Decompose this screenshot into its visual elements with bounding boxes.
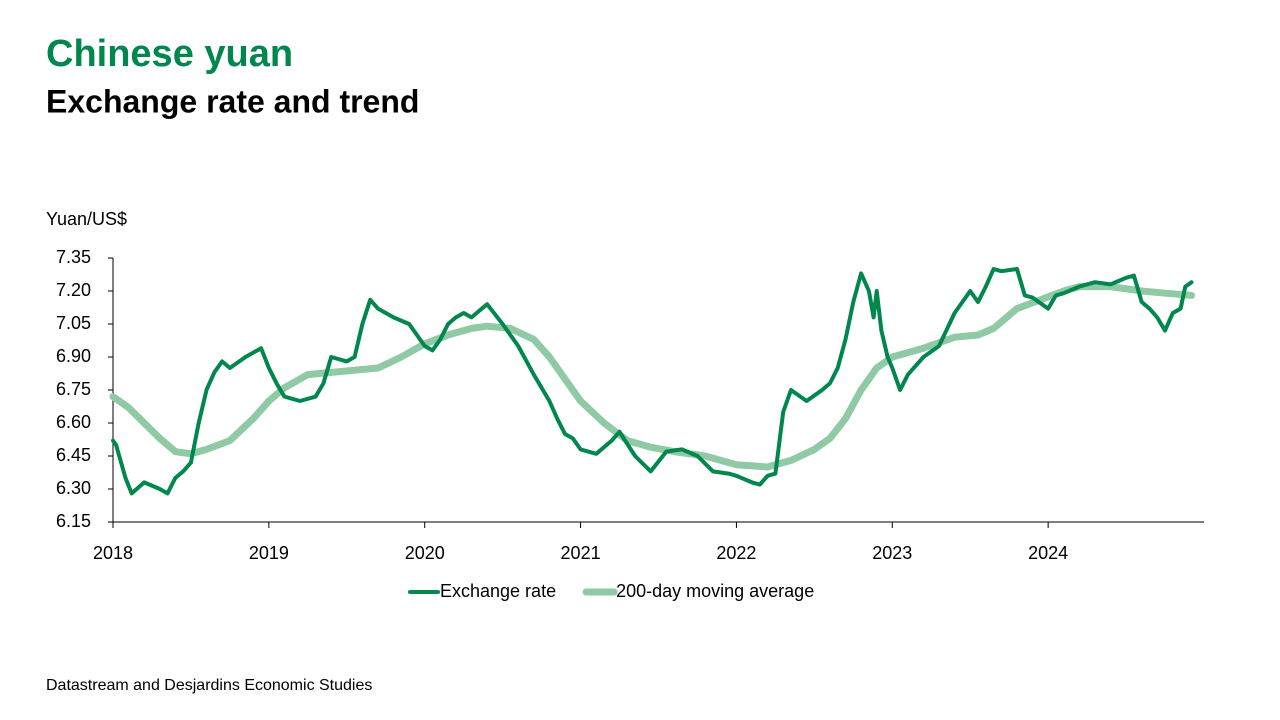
x-tick-label: 2023 [872, 543, 912, 563]
y-tick-label: 6.90 [56, 346, 91, 366]
chart-subtitle: Exchange rate and trend [46, 83, 419, 119]
x-tick-label: 2020 [405, 543, 445, 563]
series-line [111, 267, 1194, 496]
source: Datastream and Desjardins Economic Studi… [46, 677, 372, 694]
y-tick-label: 6.60 [56, 412, 91, 432]
y-tick-label: 7.20 [56, 280, 91, 300]
x-tick-label: 2022 [716, 543, 756, 563]
series-line [109, 283, 1195, 471]
legend-label: 200-day moving average [616, 581, 814, 601]
x-tick-label: 2018 [93, 543, 133, 563]
x-tick-label: 2024 [1028, 543, 1068, 563]
legend-label: Exchange rate [440, 581, 556, 601]
x-tick-label: 2021 [561, 543, 601, 563]
y-tick-label: 7.35 [56, 247, 91, 267]
y-tick-label: 6.45 [56, 445, 91, 465]
y-tick-label: 6.30 [56, 478, 91, 498]
y-tick-label: 7.05 [56, 313, 91, 333]
y-axis-label: Yuan/US$ [46, 209, 127, 229]
y-tick-label: 6.75 [56, 379, 91, 399]
x-tick-label: 2019 [249, 543, 289, 563]
y-tick-label: 6.15 [56, 511, 91, 531]
chart-title: Chinese yuan [46, 33, 293, 75]
